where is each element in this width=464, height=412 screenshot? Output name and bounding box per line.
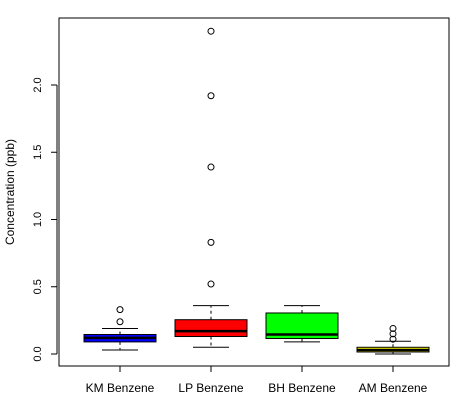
box-am-benzene: [356, 324, 430, 355]
y-tick-label: 0.5: [32, 279, 44, 294]
outlier-point: [389, 324, 397, 332]
x-tick-label: AM Benzene: [359, 381, 428, 395]
box-km-benzene: [83, 306, 157, 351]
x-tick-label: KM Benzene: [86, 381, 155, 395]
outlier-point: [207, 92, 215, 100]
box-bh-benzene: [265, 305, 339, 343]
x-tick-label: LP Benzene: [178, 381, 243, 395]
box-iqr: [174, 319, 248, 338]
outlier-point: [207, 280, 215, 288]
y-axis: 0.0 0.5 1.0 1.5 2.0: [32, 77, 58, 362]
x-tick-label: BH Benzene: [268, 381, 336, 395]
outlier-point: [207, 27, 215, 35]
x-axis: KM Benzene LP Benzene BH Benzene AM Benzene: [86, 365, 428, 395]
outlier-point: [389, 335, 397, 343]
plot-frame: [58, 17, 450, 367]
y-tick-label: 2.0: [32, 77, 44, 92]
y-tick-label: 1.0: [32, 212, 44, 227]
outlier-point: [389, 330, 397, 338]
outlier-point: [116, 306, 124, 314]
outlier-point: [207, 163, 215, 171]
y-axis-label: Concentration (ppb): [3, 139, 17, 245]
box-lp-benzene: [174, 27, 248, 348]
boxes-group: [83, 27, 430, 355]
y-tick-label: 1.5: [32, 145, 44, 160]
outlier-point: [116, 318, 124, 326]
outlier-point: [207, 238, 215, 246]
y-tick-label: 0.0: [32, 346, 44, 361]
